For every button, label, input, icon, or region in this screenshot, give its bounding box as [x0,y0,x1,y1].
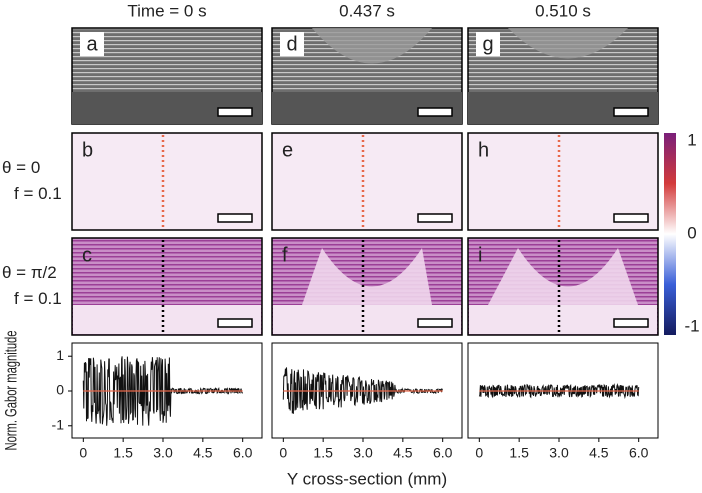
disturbed-region [488,248,638,305]
x-tick-label: 0 [79,445,87,461]
scale-bar [613,318,649,328]
x-tick-label: 1.5 [113,445,133,461]
x-tick-label: 6.0 [233,445,253,461]
row-label: θ = π/2 [2,263,57,282]
scale-bar [217,213,253,223]
panel-letter: a [86,33,98,55]
x-tick-label: 1.5 [509,445,529,461]
column-title: Time = 0 s [127,1,206,20]
column-title: 0.437 s [339,1,395,20]
y-axis-label: Norm. Gabor magnitude [1,331,20,451]
x-axis-label: Y cross-section (mm) [287,469,447,488]
scale-bar [217,318,253,328]
y-tick-label: -1 [52,416,65,432]
melt-region [508,28,628,59]
x-tick-label: 1.5 [313,445,333,461]
panel-letter: e [282,139,293,161]
disturbed-region [302,248,432,305]
panel-letter-box [476,32,500,56]
melt-region [312,28,432,64]
colorbar-label: 0 [687,223,696,242]
x-tick-label: 3.0 [549,445,569,461]
x-tick-label: 4.5 [193,445,213,461]
signal-trace [282,367,443,414]
scale-bar [217,107,253,117]
x-tick-label: 4.5 [393,445,413,461]
panel-letter: d [286,33,297,55]
x-tick-label: 3.0 [353,445,373,461]
column-title: 0.510 s [535,1,591,20]
row-label: f = 0.1 [14,289,62,308]
x-tick-label: 3.0 [153,445,173,461]
scale-bar [417,107,453,117]
panel-letter: b [82,139,93,161]
signal-trace [478,382,640,400]
colorbar-label: -1 [684,316,699,335]
plot-frame [271,342,463,439]
panel-letter: g [482,33,493,55]
y-tick-label: 1 [56,347,64,363]
x-tick-label: 0 [475,445,483,461]
scale-bar [613,213,649,223]
x-tick-label: 4.5 [589,445,609,461]
plot-frame [467,342,659,439]
signal-trace [82,356,244,426]
row-label: θ = 0 [2,158,40,177]
x-tick-label: 0 [279,445,287,461]
panel-letter: c [82,244,92,266]
x-tick-label: 6.0 [629,445,649,461]
row-label: f = 0.1 [14,184,62,203]
panel-letter-box [80,32,104,56]
colorbar-label: 1 [687,130,696,149]
x-tick-label: 6.0 [433,445,453,461]
panel-letter: h [478,139,489,161]
scale-bar [417,213,453,223]
colorbar [664,133,676,335]
scale-bar [613,107,649,117]
y-tick-label: 0 [56,382,64,398]
panel-letter: i [478,244,482,266]
panel-letter-box [280,32,304,56]
panel-letter: f [282,244,288,266]
scale-bar [417,318,453,328]
